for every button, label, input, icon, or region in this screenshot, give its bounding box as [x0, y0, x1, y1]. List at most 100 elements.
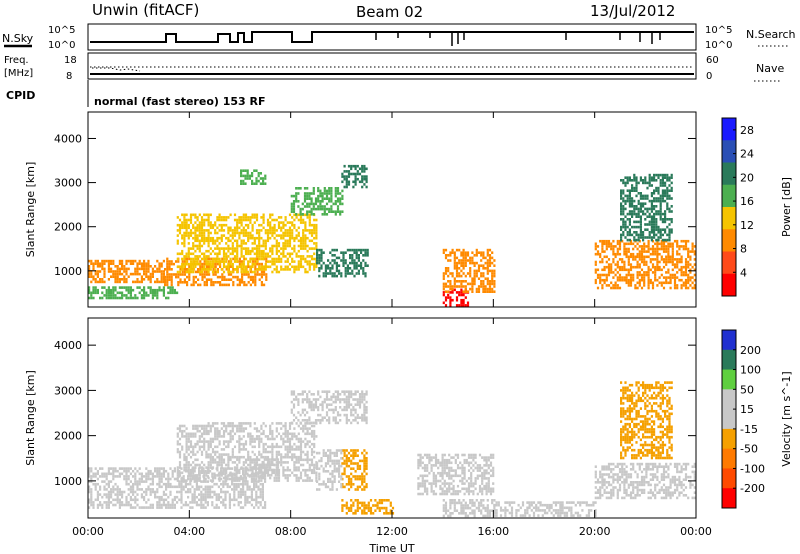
echo-cell — [488, 280, 492, 283]
echo-cell — [601, 250, 604, 253]
echo-cell — [107, 278, 110, 281]
echo-cell — [491, 277, 494, 280]
echo-cell — [328, 421, 331, 425]
echo-cell — [211, 448, 215, 451]
echo-cell — [238, 218, 241, 222]
echo-cell — [288, 242, 292, 245]
echo-cell — [218, 216, 221, 219]
echo-cell — [486, 251, 489, 254]
echo-cell — [194, 281, 197, 284]
echo-cell — [292, 406, 296, 409]
echo-cell — [240, 231, 243, 235]
echo-cell — [336, 398, 340, 401]
echo-cell — [260, 479, 263, 482]
echo-cell — [123, 280, 126, 284]
echo-cell — [112, 488, 115, 491]
echo-cell — [343, 398, 346, 401]
echo-cell — [189, 468, 193, 472]
echo-cell — [671, 242, 674, 246]
echo-cell — [449, 259, 452, 262]
echo-cell — [274, 458, 277, 461]
echo-cell — [491, 287, 494, 291]
echo-cell — [643, 250, 646, 253]
echo-cell — [654, 265, 657, 269]
echo-cell — [647, 273, 650, 277]
echo-cell — [475, 248, 478, 252]
echo-cell — [365, 467, 368, 470]
echo-cell — [447, 259, 450, 262]
echo-cell — [639, 220, 642, 224]
echo-cell — [151, 503, 154, 507]
echo-cell — [129, 294, 132, 297]
echo-cell — [286, 448, 289, 451]
echo-cell — [105, 291, 108, 295]
echo-cell — [227, 247, 230, 250]
echo-cell — [251, 229, 254, 232]
echo-cell — [200, 450, 204, 454]
echo-cell — [207, 471, 210, 475]
echo-cell — [160, 503, 163, 507]
echo-cell — [187, 255, 190, 258]
echo-cell — [165, 493, 168, 496]
echo-cell — [222, 503, 225, 507]
echo-cell — [363, 459, 366, 463]
echo-cell — [313, 229, 316, 232]
echo-cell — [114, 498, 117, 502]
echo-cell — [264, 424, 267, 428]
echo-cell — [458, 293, 461, 297]
echo-cell — [620, 236, 623, 239]
echo-cell — [286, 468, 289, 472]
echo-cell — [350, 483, 353, 486]
echo-cell — [211, 501, 214, 504]
echo-cell — [185, 270, 188, 274]
echo-cell — [676, 239, 679, 243]
echo-cell — [648, 212, 651, 216]
echo-cell — [189, 477, 192, 481]
echo-cell — [628, 238, 631, 242]
echo-cell — [325, 419, 329, 422]
echo-cell — [678, 252, 681, 256]
echo-cell — [280, 226, 283, 230]
echo-cell — [336, 207, 340, 211]
echo-cell — [149, 291, 152, 295]
echo-cell — [220, 268, 223, 271]
echo-cell — [253, 236, 256, 240]
echo-cell — [242, 469, 245, 473]
echo-cell — [628, 212, 631, 216]
echo-cell — [203, 424, 206, 428]
echo-cell — [661, 238, 664, 242]
echo-cell — [462, 285, 465, 288]
echo-cell — [321, 416, 324, 419]
echo-cell — [209, 445, 212, 449]
echo-cell — [198, 440, 201, 443]
echo-cell — [271, 257, 274, 261]
echo-cell — [282, 234, 285, 237]
echo-cell — [216, 252, 219, 256]
echo-cell — [330, 200, 333, 203]
echo-cell — [328, 419, 331, 422]
echo-cell — [247, 463, 250, 467]
echo-cell — [680, 255, 683, 259]
echo-cell — [196, 440, 199, 443]
echo-cell — [347, 164, 351, 168]
echo-cell — [260, 437, 263, 441]
echo-cell — [118, 272, 121, 276]
echo-cell — [250, 490, 253, 494]
echo-cell — [96, 506, 99, 509]
echo-cell — [653, 236, 656, 239]
echo-cell — [202, 488, 205, 491]
echo-cell — [90, 275, 93, 278]
echo-cell — [322, 272, 325, 275]
echo-cell — [288, 474, 292, 477]
echo-cell — [101, 472, 104, 476]
echo-cell — [444, 267, 448, 270]
echo-cell — [306, 398, 309, 401]
echo-cell — [290, 408, 293, 412]
echo-cell — [134, 472, 137, 476]
echo-cell — [233, 268, 237, 271]
echo-cell — [442, 285, 445, 288]
colorbar-swatch — [722, 229, 736, 252]
echo-cell — [482, 280, 485, 283]
echo-cell — [206, 488, 209, 491]
echo-cell — [689, 276, 692, 279]
